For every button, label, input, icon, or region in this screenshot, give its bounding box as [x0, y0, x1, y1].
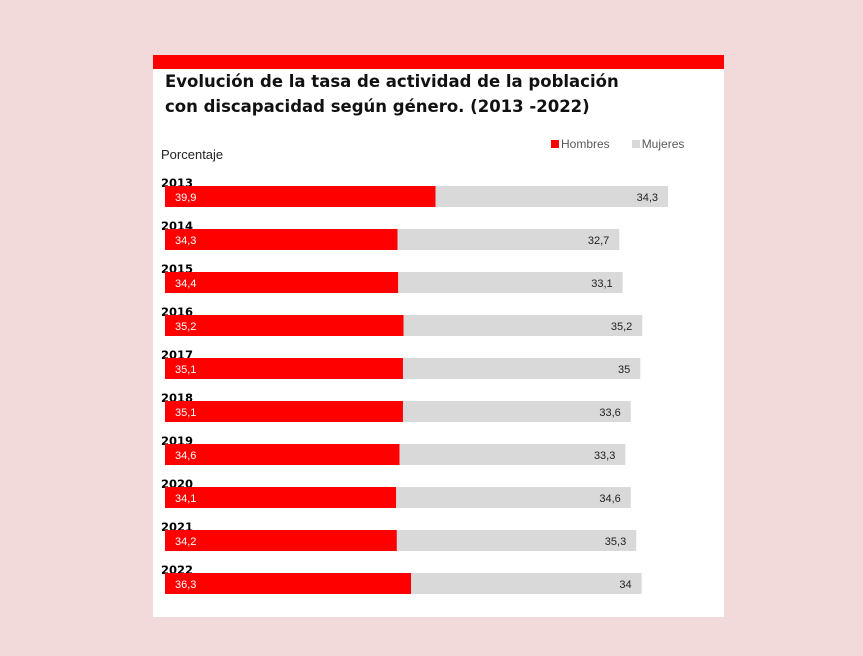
chart-card: Evolución de la tasa de actividad de la …	[153, 55, 724, 617]
data-label-mujeres-2014: 32,7	[588, 235, 609, 247]
bar-hombres-2021	[165, 530, 397, 551]
bar-hombres-2014	[165, 229, 398, 250]
data-label-hombres-2018: 35,1	[175, 407, 196, 419]
data-label-hombres-2020: 34,1	[175, 493, 196, 505]
data-label-mujeres-2021: 35,3	[605, 536, 626, 548]
legend-item-mujeres: Mujeres	[631, 137, 685, 151]
chart-title-line-1: Evolución de la tasa de actividad de la …	[165, 72, 619, 91]
data-label-mujeres-2018: 33,6	[599, 407, 620, 419]
legend-swatch-hombres	[551, 140, 559, 148]
legend-label-mujeres: Mujeres	[641, 137, 685, 151]
chart-legend: Hombres Mujeres	[551, 137, 684, 151]
data-label-mujeres-2016: 35,2	[611, 321, 632, 333]
bar-mujeres-2022	[411, 573, 642, 594]
data-label-mujeres-2013: 34,3	[637, 192, 658, 204]
data-label-hombres-2015: 34,4	[175, 278, 196, 290]
bar-mujeres-2017	[402, 358, 641, 379]
bar-hombres-2022	[165, 573, 412, 594]
data-label-hombres-2019: 34,6	[175, 450, 196, 462]
bar-mujeres-2020	[396, 487, 631, 508]
bar-hombres-2013	[165, 186, 436, 207]
bar-mujeres-2019	[399, 444, 626, 465]
data-label-mujeres-2022: 34	[619, 579, 631, 591]
bar-hombres-2015	[165, 272, 399, 293]
bar-hombres-2016	[165, 315, 404, 336]
header-accent-bar	[153, 55, 724, 69]
legend-item-hombres: Hombres	[551, 137, 610, 151]
data-label-mujeres-2019: 33,3	[594, 450, 615, 462]
data-label-mujeres-2015: 33,1	[591, 278, 612, 290]
bar-mujeres-2016	[403, 315, 643, 336]
bar-mujeres-2021	[396, 530, 637, 551]
data-label-mujeres-2020: 34,6	[599, 493, 620, 505]
bar-mujeres-2014	[397, 229, 620, 250]
bar-hombres-2020	[165, 487, 397, 508]
data-label-hombres-2016: 35,2	[175, 321, 196, 333]
bar-hombres-2017	[165, 358, 403, 379]
legend-label-hombres: Hombres	[561, 137, 610, 151]
data-label-hombres-2013: 39,9	[175, 192, 196, 204]
data-label-hombres-2021: 34,2	[175, 536, 196, 548]
data-label-hombres-2022: 36,3	[175, 579, 196, 591]
chart-title-line-2: con discapacidad según género. (2013 -20…	[165, 97, 590, 116]
bar-mujeres-2015	[398, 272, 623, 293]
chart-title: Evolución de la tasa de actividad de la …	[165, 69, 705, 119]
legend-swatch-mujeres	[631, 140, 640, 148]
bar-mujeres-2013	[435, 186, 669, 207]
bar-hombres-2018	[165, 401, 403, 422]
data-label-mujeres-2017: 35	[618, 364, 630, 376]
bar-hombres-2019	[165, 444, 400, 465]
bar-mujeres-2018	[402, 401, 631, 422]
y-axis-label: Porcentaje	[161, 147, 224, 162]
data-label-hombres-2014: 34,3	[175, 235, 196, 247]
data-label-hombres-2017: 35,1	[175, 364, 196, 376]
